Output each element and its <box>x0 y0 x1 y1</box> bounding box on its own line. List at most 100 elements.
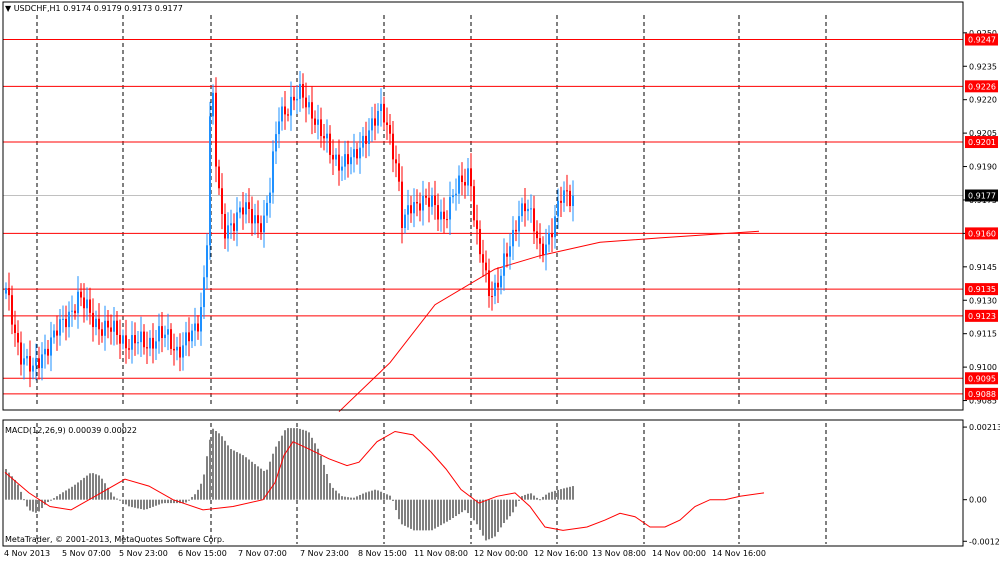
macd-histogram-bar <box>521 496 523 500</box>
macd-histogram-bar <box>359 494 361 500</box>
candle-body <box>272 151 274 193</box>
current-price-tag <box>965 189 998 202</box>
candle-body <box>41 354 43 369</box>
candle-body <box>554 216 556 238</box>
macd-histogram-bar <box>317 448 319 500</box>
macd-histogram-bar <box>5 469 7 500</box>
candle-body <box>536 231 538 239</box>
candle-body <box>110 327 112 332</box>
macd-histogram-bar <box>152 499 154 507</box>
macd-histogram-bar <box>254 464 256 500</box>
macd-histogram-bar <box>182 499 184 504</box>
macd-histogram-bar <box>170 499 172 504</box>
macd-histogram-bar <box>11 476 13 500</box>
grid-lines <box>36 15 827 544</box>
macd-histogram-bar <box>554 490 556 500</box>
candle-body <box>329 133 331 155</box>
main-pane-frame <box>2 1 964 411</box>
candle-body <box>194 323 196 331</box>
macd-histogram-bar <box>224 440 226 500</box>
candlesticks <box>5 71 574 388</box>
candle-body <box>104 320 106 336</box>
macd-histogram-bar <box>431 499 433 531</box>
macd-histogram-bar <box>56 496 58 500</box>
candle-body <box>458 175 460 194</box>
macd-histogram-bar <box>107 487 109 500</box>
candle-body <box>380 103 382 111</box>
macd-histogram-bar <box>302 429 304 500</box>
macd-histogram-bar <box>380 491 382 500</box>
candle-body <box>428 197 430 207</box>
candle-body <box>362 135 364 148</box>
candle-body <box>113 320 115 332</box>
candle-body <box>56 330 58 336</box>
candle-body <box>185 332 187 346</box>
time-axis-label: 12 Nov 16:00 <box>534 549 588 558</box>
macd-histogram-bar <box>395 499 397 511</box>
candle-body <box>398 163 400 182</box>
candle-body <box>101 329 103 336</box>
candle-body <box>254 215 256 224</box>
macd-histogram-bar <box>26 499 28 507</box>
macd-histogram-bar <box>530 493 532 500</box>
macd-histogram-bar <box>116 498 118 500</box>
candle-body <box>383 103 385 123</box>
candle-body <box>491 296 493 298</box>
dropdown-arrow-icon[interactable]: ▼ <box>5 4 12 13</box>
time-axis-label: 13 Nov 08:00 <box>592 549 646 558</box>
macd-histogram-bar <box>35 499 37 513</box>
macd-histogram-bar <box>269 461 271 500</box>
candle-body <box>47 348 49 356</box>
macd-histogram-bar <box>536 497 538 500</box>
candle-body <box>44 348 46 355</box>
macd-histogram-bar <box>239 453 241 500</box>
macd-histogram-bar <box>557 489 559 500</box>
macd-histogram-bar <box>455 499 457 517</box>
macd-indicator <box>4 428 765 541</box>
macd-histogram-bar <box>410 499 412 529</box>
macd-histogram-bar <box>392 499 394 501</box>
candle-body <box>221 188 223 214</box>
time-axis-label: 5 Nov 07:00 <box>62 549 111 558</box>
macd-histogram-bar <box>425 499 427 531</box>
candle-body <box>443 211 445 220</box>
macd-histogram-bar <box>173 499 175 504</box>
macd-histogram-bar <box>206 456 208 500</box>
candle-body <box>116 320 118 335</box>
candle-body <box>83 297 85 309</box>
candle-body <box>188 332 190 342</box>
macd-histogram-bar <box>542 496 544 500</box>
macd-histogram-bar <box>101 478 103 500</box>
macd-histogram-bar <box>284 430 286 500</box>
time-axis-label: 6 Nov 15:00 <box>178 549 227 558</box>
candle-body <box>425 195 427 198</box>
macd-histogram-bar <box>329 483 331 500</box>
macd-histogram-bar <box>119 499 121 501</box>
macd-histogram-bar <box>299 428 301 500</box>
candle-body <box>53 330 55 338</box>
macd-histogram-bar <box>293 428 295 500</box>
macd-histogram-bar <box>548 492 550 500</box>
candle-body <box>530 208 532 210</box>
macd-histogram-bar <box>185 499 187 503</box>
macd-histogram-bar <box>449 499 451 520</box>
candle-body <box>524 203 526 212</box>
candle-body <box>353 149 355 158</box>
macd-histogram-bar <box>266 469 268 500</box>
macd-histogram-bar <box>167 499 169 504</box>
candle-body <box>200 307 202 332</box>
macd-histogram-bar <box>248 459 250 500</box>
candle-body <box>434 195 436 206</box>
macd-histogram-bar <box>179 499 181 504</box>
level-label: 0.9160 <box>968 229 996 238</box>
candle-body <box>131 335 133 350</box>
candle-body <box>548 232 550 245</box>
macd-histogram-bar <box>569 486 571 500</box>
candle-body <box>392 133 394 160</box>
candle-body <box>542 243 544 255</box>
macd-histogram-bar <box>98 475 100 500</box>
candle-body <box>230 223 232 226</box>
macd-histogram-bar <box>368 491 370 500</box>
candle-body <box>179 346 181 358</box>
candle-body <box>533 208 535 232</box>
